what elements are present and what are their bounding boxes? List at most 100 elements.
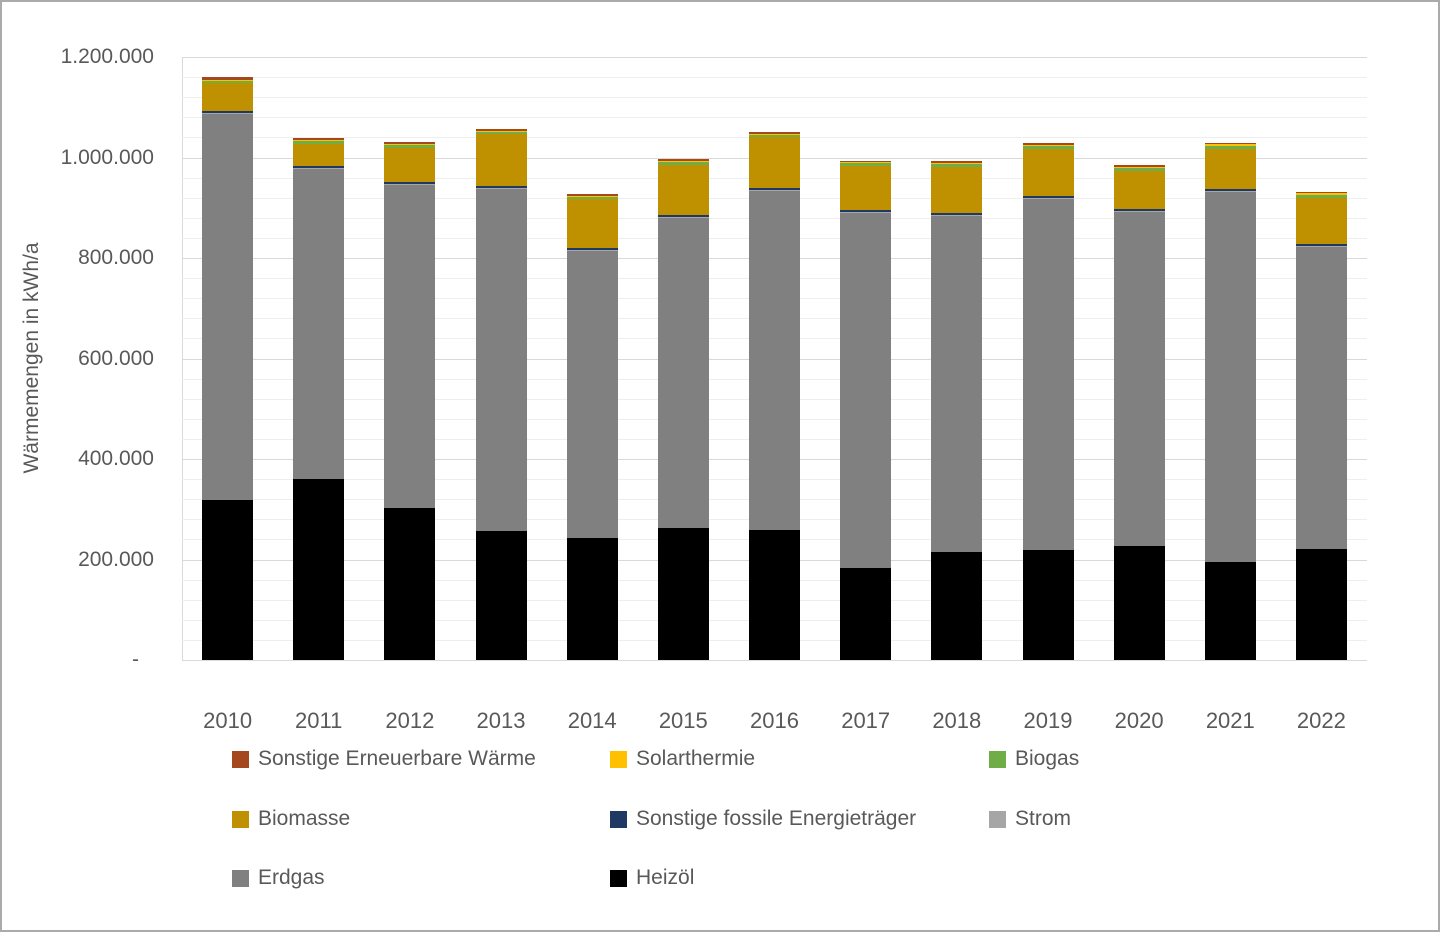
bar-group-2013 — [475, 57, 527, 660]
bar-segment-heizoel — [657, 527, 709, 660]
bar-segment-solarthermie — [840, 162, 892, 163]
bar-segment-solarthermie — [657, 161, 709, 162]
bar-group-2020 — [1113, 57, 1165, 660]
bar-segment-sonstige-erneuerbare-waerme — [657, 159, 709, 162]
y-tick-label: 600.000 — [78, 346, 154, 370]
bar-segment-erdgas — [749, 190, 800, 530]
bar-segment-biogas — [1022, 145, 1074, 149]
bar-segment-erdgas — [1022, 199, 1074, 550]
bar-segment-biogas — [384, 144, 436, 148]
x-tick-label: 2022 — [1296, 708, 1346, 733]
legend-label: Sonstige Erneuerbare Wärme — [258, 747, 536, 770]
bar-segment-strom — [202, 113, 254, 115]
bar-segment-sonstige-erneuerbare-waerme — [931, 161, 983, 163]
bar-segment-heizoel — [1022, 549, 1074, 660]
bar-segment-solarthermie — [1204, 143, 1256, 147]
bar-segment-sonstige-fossile-energietraeger — [1204, 188, 1256, 191]
bar-segment-solarthermie — [749, 133, 800, 135]
legend-swatch-biomasse — [232, 810, 249, 828]
legend-label: Biomasse — [258, 807, 351, 830]
bar-segment-erdgas — [840, 213, 892, 569]
legend-label: Strom — [1015, 807, 1072, 830]
legend-item-sonstige-erneuerbare-waerme: Sonstige Erneuerbare Wärme — [232, 747, 536, 771]
legend-swatch-solarthermie — [610, 750, 627, 768]
bar-segment-sonstige-fossile-energietraeger — [293, 166, 345, 169]
bar-segment-biomasse — [1295, 198, 1347, 244]
bar-segment-sonstige-erneuerbare-waerme — [384, 142, 436, 145]
bar-segment-erdgas — [1204, 191, 1256, 563]
bar-segment-erdgas — [1295, 246, 1347, 549]
bar-segment-solarthermie — [202, 79, 254, 81]
legend-label: Solarthermie — [636, 747, 756, 770]
legend-label: Heizöl — [636, 866, 695, 889]
bar-segment-biogas — [202, 80, 254, 84]
bar-segment-sonstige-erneuerbare-waerme — [749, 132, 800, 134]
bar-segment-biomasse — [293, 143, 345, 167]
bar-segment-erdgas — [1113, 211, 1165, 546]
bar-group-2019 — [1022, 57, 1074, 660]
gridline-minor — [182, 97, 1367, 99]
y-tick-label: 800.000 — [78, 246, 154, 269]
legend-item-biogas: Biogas — [989, 747, 1079, 771]
gridline-minor — [182, 77, 1367, 79]
bar-segment-solarthermie — [1295, 192, 1347, 196]
bar-segment-solarthermie — [293, 140, 345, 141]
bar-group-2010 — [202, 57, 254, 660]
bar-segment-erdgas — [202, 114, 254, 501]
bar-group-2011 — [293, 57, 345, 660]
bar-segment-erdgas — [657, 217, 709, 528]
legend-swatch-strom — [989, 810, 1006, 828]
x-tick-label: 2010 — [203, 708, 253, 733]
bar-segment-heizoel — [840, 568, 892, 660]
bar-segment-biomasse — [475, 134, 527, 186]
bar-segment-biogas — [293, 140, 345, 144]
bar-segment-solarthermie — [475, 130, 527, 132]
bar-segment-heizoel — [931, 551, 983, 660]
bar-segment-strom — [475, 187, 527, 189]
bar-segment-sonstige-erneuerbare-waerme — [1022, 143, 1074, 145]
bar-segment-sonstige-fossile-energietraeger — [840, 210, 892, 213]
bar-segment-heizoel — [1113, 545, 1165, 660]
bar-segment-strom — [293, 168, 345, 170]
bar-segment-sonstige-erneuerbare-waerme — [840, 160, 892, 163]
bar-segment-biogas — [931, 163, 983, 167]
bar-segment-heizoel — [293, 479, 345, 660]
bar-segment-sonstige-erneuerbare-waerme — [1204, 142, 1256, 144]
bar-segment-sonstige-fossile-energietraeger — [931, 212, 983, 215]
bar-segment-sonstige-fossile-energietraeger — [1022, 196, 1074, 199]
y-tick-label: 1.000.000 — [60, 145, 154, 169]
bar-group-2015 — [657, 57, 709, 660]
legend-swatch-sonstige-fossile-energietraeger — [610, 810, 627, 828]
bar-segment-strom — [1022, 198, 1074, 200]
bar-segment-sonstige-fossile-energietraeger — [202, 111, 254, 114]
bar-group-2014 — [566, 57, 618, 660]
bar-segment-heizoel — [475, 530, 527, 660]
bar-segment-heizoel — [749, 529, 800, 660]
x-tick-label: 2021 — [1205, 708, 1255, 733]
bar-segment-biomasse — [1022, 148, 1074, 197]
gridline-major — [182, 660, 1367, 661]
y-tick-label: 400.000 — [78, 447, 154, 470]
bar-segment-solarthermie — [1022, 144, 1074, 146]
bar-group-2022 — [1295, 57, 1347, 660]
bar-segment-erdgas — [475, 188, 527, 531]
legend-item-solarthermie: Solarthermie — [610, 747, 755, 771]
bar-segment-strom — [384, 184, 436, 186]
bar-group-2016 — [749, 57, 800, 660]
bar-segment-heizoel — [566, 537, 618, 660]
bar-segment-erdgas — [566, 251, 618, 538]
x-tick-label: 2020 — [1114, 708, 1164, 733]
bar-segment-heizoel — [1295, 548, 1347, 660]
bar-segment-strom — [1113, 210, 1165, 212]
bar-segment-biomasse — [840, 166, 892, 211]
bar-segment-biogas — [475, 131, 527, 135]
legend-swatch-biogas — [989, 750, 1006, 768]
legend-swatch-erdgas — [232, 869, 249, 887]
bar-segment-erdgas — [384, 185, 436, 509]
bar-segment-solarthermie — [384, 144, 436, 145]
bar-group-2017 — [840, 57, 892, 660]
bar-group-2018 — [931, 57, 983, 660]
bar-segment-sonstige-fossile-energietraeger — [1113, 208, 1165, 211]
x-tick-label: 2012 — [385, 708, 435, 733]
legend-item-strom: Strom — [989, 807, 1071, 831]
